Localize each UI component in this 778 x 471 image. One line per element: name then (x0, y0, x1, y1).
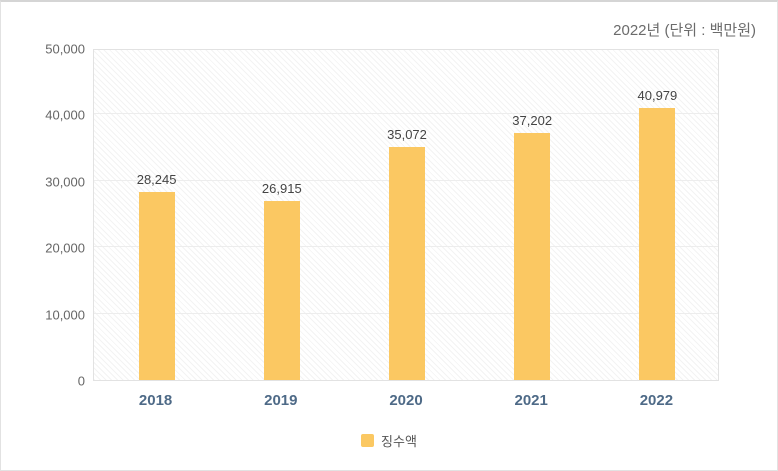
bar-2018 (138, 192, 175, 380)
x-tick-label-2018: 2018 (138, 392, 173, 409)
legend-label: 징수액 (381, 434, 417, 449)
x-tick-label-2022: 2022 (639, 392, 674, 409)
y-tick-label: 0 (77, 373, 85, 389)
bar-value-label: 28,245 (136, 172, 177, 187)
bar-value-label: 35,072 (387, 127, 427, 142)
x-tick-label-2021: 2021 (514, 392, 548, 409)
legend-swatch-icon (361, 434, 375, 447)
x-axis: 2018 2019 2020 2021 2022 (93, 392, 719, 414)
y-tick-label: 30,000 (45, 174, 85, 190)
x-tick-label-2020: 2020 (389, 392, 423, 409)
bar-2019 (263, 201, 300, 380)
y-tick-label: 10,000 (45, 307, 85, 323)
legend[interactable]: 징수액 (1, 431, 777, 450)
bar-value-label: 37,202 (512, 113, 553, 128)
bar-2022 (639, 108, 676, 380)
y-tick-label: 20,000 (45, 240, 85, 256)
bar-value-label: 26,915 (261, 181, 302, 196)
grid-line (94, 113, 718, 115)
y-tick-label: 50,000 (45, 41, 85, 57)
plot-area: 28,245 26,915 35,072 37,202 40,979 (93, 49, 719, 381)
bar-2020 (389, 147, 425, 380)
y-axis: 0 10,000 20,000 30,000 40,000 50,000 (1, 42, 85, 389)
chart-title: 2022년 (단위 : 백만원) (613, 22, 756, 39)
bar-2021 (514, 133, 551, 380)
bar-value-label: 40,979 (637, 88, 678, 103)
x-tick-label-2019: 2019 (264, 392, 298, 409)
y-tick-label: 40,000 (45, 107, 85, 123)
